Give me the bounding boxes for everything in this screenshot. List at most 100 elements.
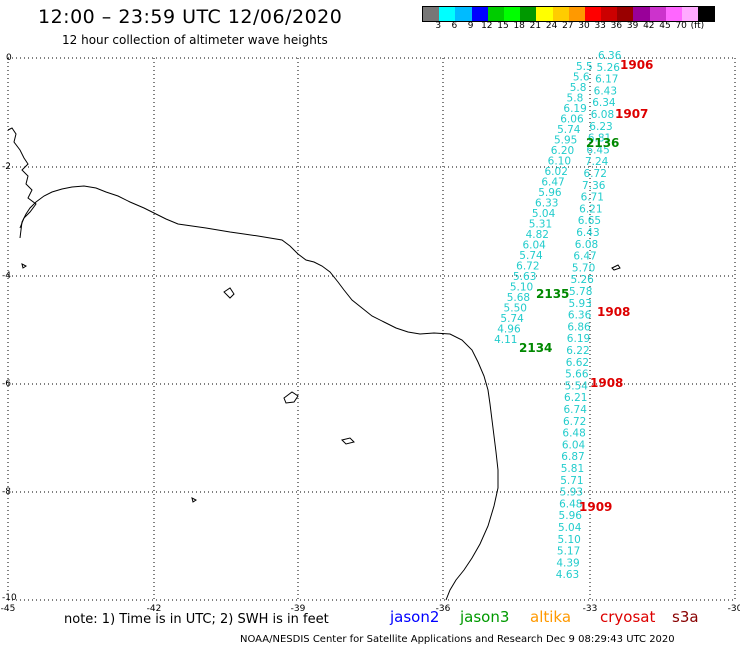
track-value: 5.95 [554, 135, 577, 147]
y-tick-label: 0 [6, 53, 12, 63]
island-3 [341, 437, 355, 445]
color-scale-tick: 21 [529, 21, 542, 31]
track-value: 5.96 [538, 187, 562, 199]
track-value: 6.72 [563, 416, 586, 428]
track-value: 6.04 [522, 240, 546, 252]
legend-altika: altika [530, 608, 572, 626]
track-value: 6.10 [548, 156, 571, 168]
color-swatch [423, 7, 440, 21]
legend-jason3: jason3 [460, 608, 510, 626]
time-label: 1909 [579, 500, 612, 514]
track-value: 6.20 [551, 145, 574, 157]
track-value: 5.78 [569, 286, 592, 298]
y-tick-label: -2 [2, 162, 11, 172]
track-value: 6.62 [566, 357, 589, 369]
track-value: 6.43 [594, 85, 617, 97]
track-value: 5.63 [513, 271, 536, 283]
color-swatch [601, 7, 618, 21]
island-2 [283, 391, 299, 404]
track-value: 6.71 [581, 192, 604, 204]
track-value: 5.04 [532, 208, 556, 220]
y-tick-label: -4 [2, 271, 11, 281]
track-value: 4.82 [526, 229, 549, 241]
track-value: 6.08 [591, 109, 614, 121]
track-value: 5.26 [597, 62, 621, 74]
track-value: 6.48 [559, 498, 582, 510]
track-value: 6.21 [564, 392, 587, 404]
track-value: 5.50 [504, 303, 527, 315]
color-swatch [665, 7, 682, 21]
track-value: 5.71 [560, 475, 583, 487]
color-scale-tick: 45 [659, 21, 671, 31]
track-value: 5.54 [565, 380, 589, 392]
color-swatch [455, 7, 472, 21]
y-tick-label: -8 [2, 487, 11, 497]
coastline [7, 127, 621, 601]
color-swatch [487, 7, 504, 21]
track-value: 5.04 [558, 522, 582, 534]
track-value: 6.74 [564, 404, 588, 416]
time-label: 2135 [536, 287, 569, 301]
color-swatch [682, 7, 699, 21]
color-swatch [471, 7, 488, 21]
track-value: 6.81 [588, 133, 611, 145]
track-value: 6.47 [541, 177, 564, 189]
color-scale-tick: 12 [481, 21, 493, 31]
legend-s3a: s3a [672, 608, 699, 626]
color-scale-bar [422, 6, 716, 22]
map-subtitle: 12 hour collection of altimeter wave hei… [62, 33, 328, 47]
track-value: 5.10 [557, 534, 580, 546]
y-tick-label: -6 [2, 379, 11, 389]
track-value: 6.36 [568, 310, 592, 322]
track-value: 5.17 [557, 546, 580, 558]
track-value: 5.31 [529, 219, 552, 231]
track-value: 5.66 [565, 369, 589, 381]
color-scale-tick: 6 [451, 21, 458, 31]
track-value: 5.68 [507, 292, 530, 304]
color-scale-tick: 27 [562, 21, 574, 31]
lat-lon-grid [7, 57, 736, 601]
color-scale-tick: 70 [675, 21, 687, 31]
track-value: 6.72 [516, 261, 539, 273]
time-label: 1907 [615, 107, 648, 121]
color-swatch [520, 7, 537, 21]
track-value: 4.96 [497, 324, 521, 336]
track-value: 5.96 [559, 510, 583, 522]
track-value: 5.74 [519, 250, 543, 262]
track-value: 6.45 [586, 144, 609, 156]
color-swatch [536, 7, 553, 21]
time-label: 2134 [519, 341, 552, 355]
track-value: 6.33 [535, 198, 558, 210]
footer-credit: NOAA/NESDIS Center for Satellite Applica… [240, 634, 675, 645]
color-swatch [503, 7, 521, 21]
track-value: 5.26 [570, 274, 594, 286]
track-value: 6.21 [579, 203, 602, 215]
map-title: 12:00 – 23:59 UTC 12/06/2020 [38, 6, 343, 28]
color-swatch [633, 7, 650, 21]
x-tick-label: -42 [147, 604, 162, 614]
track-value: 6.02 [545, 166, 568, 178]
color-swatch [617, 7, 634, 21]
time-label: 1906 [620, 58, 653, 72]
color-swatch [649, 7, 666, 21]
track-value: 6.19 [567, 333, 590, 345]
track-value: 5.6 [573, 72, 590, 84]
track-value: 5.74 [557, 124, 581, 136]
legend-jason2: jason2 [390, 608, 440, 626]
color-scale-tick: 39 [626, 21, 639, 31]
track-value: 6.43 [576, 227, 599, 239]
y-tick-label: -10 [2, 593, 17, 603]
color-scale-tick: 24 [545, 21, 558, 31]
track-value: 6.86 [567, 321, 591, 333]
track-value: 5.81 [561, 463, 584, 475]
color-swatch [568, 7, 585, 21]
track-value: 6.19 [563, 103, 586, 115]
track-value: 4.39 [556, 557, 579, 569]
time-label: 1908 [590, 376, 623, 390]
track-value: 6.08 [575, 239, 598, 251]
color-scale-ticks: 3 6 9 12 15 18 21 24 27 30 33 36 39 42 45 70 (ft) [422, 21, 740, 33]
track-value: 4.11 [494, 334, 517, 346]
x-tick-label: -39 [291, 604, 306, 614]
color-scale-tick: 42 [643, 21, 655, 31]
